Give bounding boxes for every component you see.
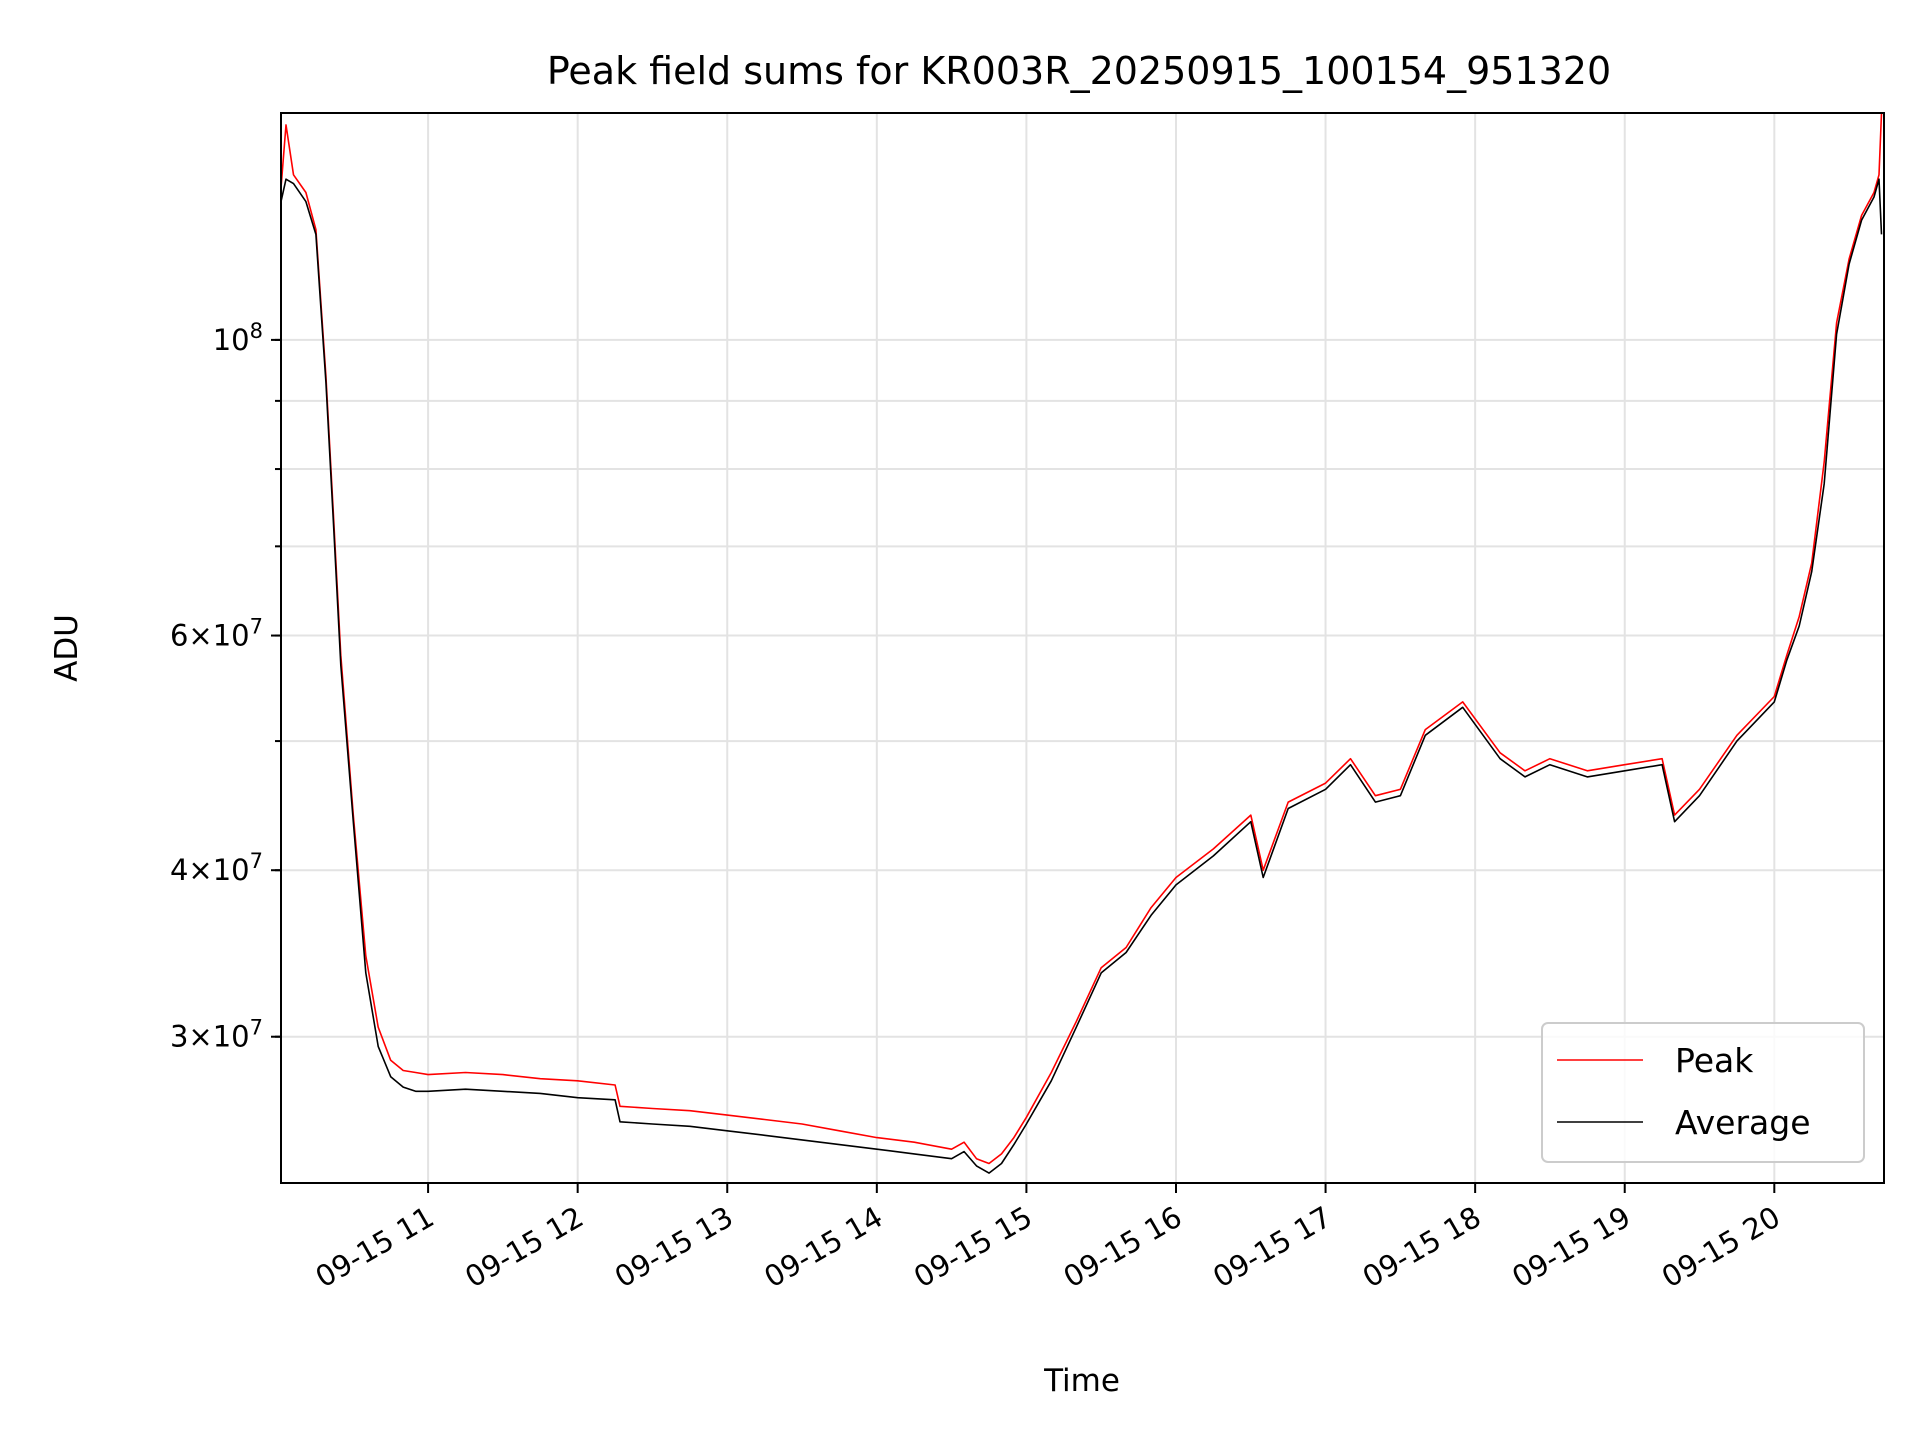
y-tick-label-3: 108 xyxy=(213,319,263,357)
y-tick-label-1: 4×107 xyxy=(170,849,263,887)
plot-frame xyxy=(280,112,1885,1184)
y-tick-base: 10 xyxy=(213,853,250,887)
series-layer xyxy=(281,113,1883,1174)
y-tick-base: 10 xyxy=(213,619,250,653)
series-line-peak xyxy=(281,113,1883,1165)
y-tick-exponent: 8 xyxy=(250,319,263,343)
chart-title: Peak field sums for KR003R_20250915_1001… xyxy=(547,49,1611,93)
y-tick-mantissa: 3 xyxy=(170,1020,188,1054)
legend-label-average: Average xyxy=(1675,1103,1811,1142)
legend: Peak Average xyxy=(1541,1022,1865,1163)
y-tick-base: 10 xyxy=(213,323,250,357)
y-tick-times: × xyxy=(188,1020,212,1054)
y-tick-mantissa: 6 xyxy=(170,619,188,653)
y-tick-exponent: 7 xyxy=(250,615,263,639)
y-tick-exponent: 7 xyxy=(250,849,263,873)
y-tick-exponent: 7 xyxy=(250,1016,263,1040)
y-tick-mantissa: 4 xyxy=(170,853,188,887)
y-tick-times: × xyxy=(188,853,212,887)
y-tick-label-2: 6×107 xyxy=(170,615,263,653)
x-axis-label: Time xyxy=(1043,1363,1120,1399)
y-tick-times: × xyxy=(188,619,212,653)
series-line-average xyxy=(281,178,1883,1174)
y-axis-label: ADU xyxy=(49,614,85,682)
legend-box xyxy=(1541,1022,1865,1163)
y-tick-label-0: 3×107 xyxy=(170,1016,263,1054)
legend-label-peak: Peak xyxy=(1675,1041,1754,1080)
y-tick-base: 10 xyxy=(213,1020,250,1054)
